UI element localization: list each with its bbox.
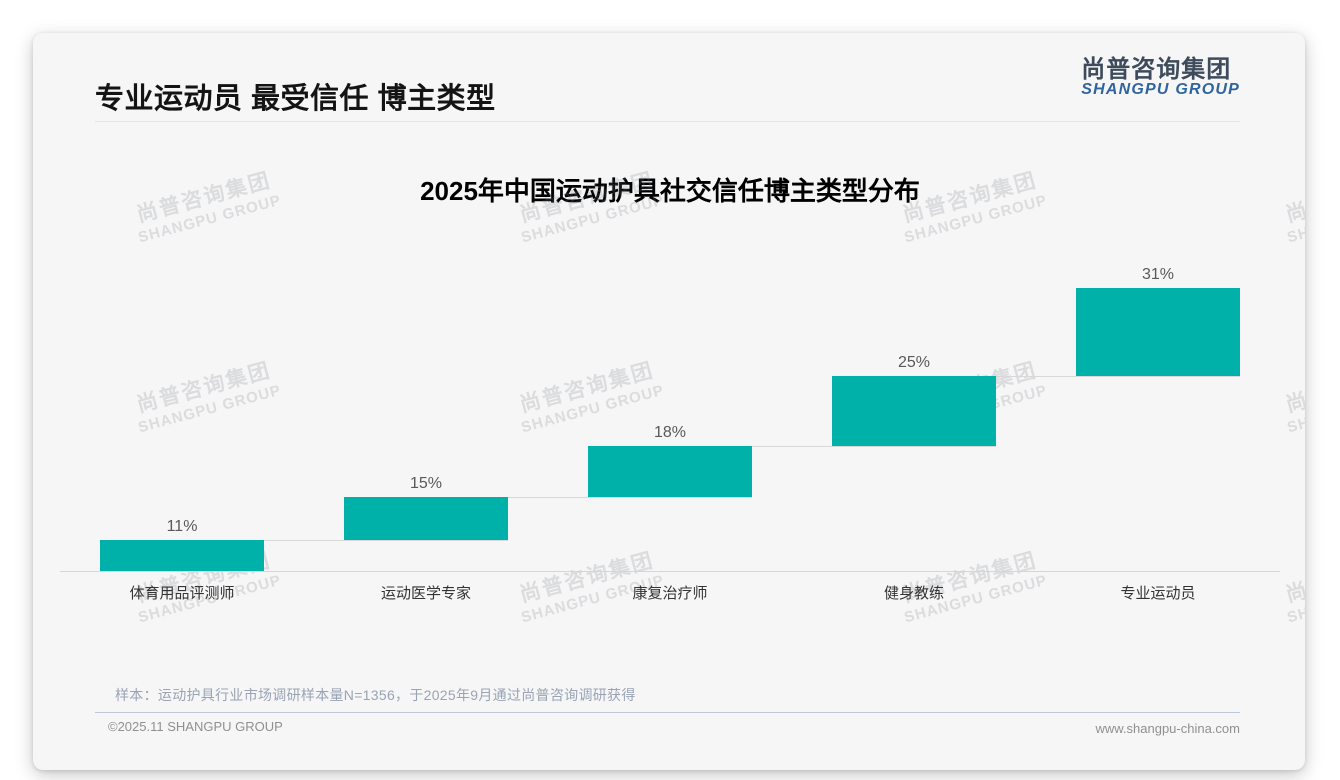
watermark-english-text: SHANGPU GROUP: [1285, 382, 1305, 437]
bar-专业运动员: [1076, 288, 1240, 376]
bar-value-label: 18%: [653, 424, 687, 442]
bar-value-label: 15%: [409, 475, 443, 493]
chart-title: 2025年中国运动护具社交信任博主类型分布: [420, 176, 920, 206]
waterfall-connector-line: [264, 539, 508, 541]
watermark-chinese-text: 尚普咨询集团: [517, 358, 657, 417]
title-divider: [95, 121, 1240, 122]
bar-康复治疗师: [588, 446, 752, 498]
x-axis-category-label: 专业运动员: [1120, 585, 1196, 602]
bar-value-label: 31%: [1141, 266, 1175, 283]
watermark-chinese-text: 尚普咨询集团: [517, 168, 657, 227]
sample-source-note: 样本：运动护具行业市场调研样本量N=1356，于2025年9月通过尚普咨询调研获…: [115, 687, 636, 703]
waterfall-connector-line: [752, 446, 996, 448]
x-axis-line: [60, 571, 1280, 572]
x-axis-category-label: 康复治疗师: [632, 585, 708, 602]
logo-chinese-text: 尚普咨询集团: [1081, 56, 1232, 83]
x-axis-category-label: 健身教练: [883, 585, 944, 602]
watermark-chinese-text: 尚普咨询集团: [1283, 168, 1305, 227]
page-title: 专业运动员 最受信任 博主类型: [95, 83, 496, 115]
bar-运动医学专家: [344, 497, 508, 540]
watermark-chinese-text: 尚普咨询集团: [1283, 358, 1305, 417]
watermark-english-text: SHANGPU GROUP: [902, 192, 1050, 247]
x-axis-category-label: 运动医学专家: [380, 585, 471, 602]
watermark-english-text: SHANGPU GROUP: [519, 192, 667, 247]
watermark-chinese-text: 尚普咨询集团: [134, 168, 274, 227]
watermark-chinese-text: 尚普咨询集团: [134, 358, 274, 417]
x-axis-category-label: 体育用品评测师: [129, 585, 235, 602]
watermark-english-text: SHANGPU GROUP: [136, 382, 284, 437]
slide-card: 专业运动员 最受信任 博主类型 尚普咨询集团 SHANGPU GROUP 202…: [33, 33, 1305, 770]
bar-健身教练: [832, 375, 996, 447]
logo-english-text: SHANGPU GROUP: [1081, 81, 1240, 99]
watermark-english-text: SHANGPU GROUP: [1285, 572, 1305, 627]
waterfall-connector-line: [508, 497, 752, 499]
company-logo: 尚普咨询集团 SHANGPU GROUP: [1081, 57, 1240, 99]
waterfall-connector-line: [996, 375, 1240, 377]
bar-value-label: 11%: [166, 517, 198, 535]
bar-value-label: 25%: [897, 353, 931, 371]
waterfall-chart: 尚普咨询集团 SHANGPU GROUP 尚普咨询集团 SHANGPU GROUP 尚普…: [33, 33, 1305, 770]
watermark-chinese-text: 尚普咨询集团: [900, 168, 1040, 227]
footer-divider: [95, 712, 1240, 713]
watermark-english-text: SHANGPU GROUP: [136, 192, 284, 247]
footer-copyright: ©2025.11 SHANGPU GROUP: [108, 719, 283, 734]
watermark-english-text: SHANGPU GROUP: [1285, 192, 1305, 247]
bar-体育用品评测师: [100, 539, 264, 571]
footer-website: www.shangpu-china.com: [1095, 721, 1240, 736]
watermark-chinese-text: 尚普咨询集团: [1283, 548, 1305, 607]
